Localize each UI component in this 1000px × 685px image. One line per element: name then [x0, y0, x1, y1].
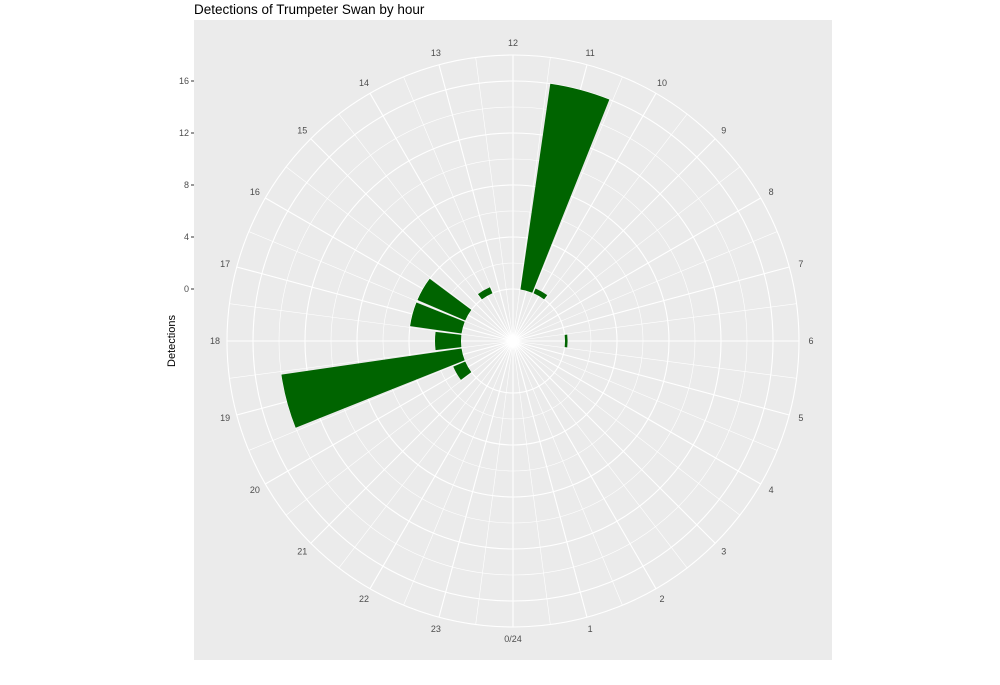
- major-grid-spoke: [512, 340, 657, 589]
- hour-label: 23: [431, 624, 441, 634]
- major-grid-spoke: [265, 197, 514, 342]
- bar-hour-6: [564, 334, 568, 348]
- hour-label-layer: 0/24123456789101112131415161718192021222…: [210, 38, 814, 644]
- hour-label: 20: [250, 485, 260, 495]
- hour-label: 16: [250, 187, 260, 197]
- minor-grid-spoke: [512, 231, 778, 342]
- minor-grid-spoke: [229, 340, 514, 379]
- hour-label: 9: [721, 125, 726, 135]
- minor-grid-spoke: [512, 340, 688, 569]
- y-axis: 0 4 8 12 16: [179, 76, 194, 294]
- minor-grid-spoke: [475, 57, 514, 342]
- major-grid-spoke: [512, 197, 761, 342]
- y-tick-label: 0: [184, 284, 189, 294]
- bar-layer: [281, 83, 610, 428]
- minor-grid-spoke: [512, 166, 741, 342]
- minor-grid-spoke: [403, 76, 514, 342]
- hour-label: 10: [657, 78, 667, 88]
- hour-label: 13: [431, 48, 441, 58]
- major-grid-spoke: [512, 340, 761, 485]
- hour-label: 22: [359, 594, 369, 604]
- hour-label: 8: [769, 187, 774, 197]
- minor-grid-spoke: [338, 340, 514, 569]
- hour-label: 18: [210, 336, 220, 346]
- bar-hour-19: [281, 348, 465, 428]
- major-grid-spoke: [236, 266, 514, 342]
- minor-grid-spoke: [403, 340, 514, 606]
- bar-hour-16: [417, 278, 472, 321]
- minor-grid-spoke: [512, 113, 688, 342]
- minor-grid-spoke: [512, 57, 551, 342]
- major-grid-spoke: [512, 340, 716, 544]
- hour-label: 6: [808, 336, 813, 346]
- major-grid-spoke: [512, 340, 588, 618]
- bar-hour-11: [520, 83, 610, 293]
- y-tick-label: 4: [184, 232, 189, 242]
- minor-grid-spoke: [512, 340, 797, 379]
- major-grid-spoke: [369, 93, 514, 342]
- bar-hour-17: [410, 302, 465, 334]
- hour-label: 19: [220, 413, 230, 423]
- hour-label: 14: [359, 78, 369, 88]
- minor-grid-spoke: [475, 340, 514, 625]
- major-grid-spoke: [438, 340, 514, 618]
- minor-grid-spoke: [512, 340, 551, 625]
- major-grid-spoke: [265, 340, 514, 485]
- minor-grid-spoke: [512, 76, 623, 342]
- minor-grid-spoke: [512, 340, 741, 516]
- major-grid-spoke: [310, 138, 514, 342]
- chart-title: Detections of Trumpeter Swan by hour: [194, 2, 425, 17]
- grid-layer: [226, 54, 800, 628]
- hour-label: 4: [769, 485, 774, 495]
- major-grid-spoke: [512, 93, 657, 342]
- major-grid-spoke: [512, 138, 716, 342]
- major-grid-spoke: [369, 340, 514, 589]
- minor-grid-spoke: [512, 303, 797, 342]
- y-axis-title: Detections: [166, 315, 178, 367]
- minor-grid-spoke: [512, 340, 778, 451]
- minor-grid-spoke: [229, 303, 514, 342]
- major-grid-spoke: [438, 64, 514, 342]
- hour-label: 5: [798, 413, 803, 423]
- major-grid-spoke: [512, 266, 790, 342]
- minor-grid-spoke: [285, 166, 514, 342]
- hour-label: 21: [297, 547, 307, 557]
- bar-hour-18: [435, 331, 462, 351]
- minor-grid-spoke: [512, 340, 623, 606]
- hour-label: 0/24: [504, 634, 522, 644]
- minor-grid-spoke: [248, 340, 514, 451]
- major-grid-spoke: [512, 340, 790, 416]
- hour-label: 15: [297, 125, 307, 135]
- minor-grid-spoke: [285, 340, 514, 516]
- bar-hour-20: [453, 361, 472, 380]
- bar-hour-14: [477, 287, 493, 300]
- hour-label: 2: [659, 594, 664, 604]
- hour-label: 7: [798, 259, 803, 269]
- minor-grid-spoke: [338, 113, 514, 342]
- hour-label: 17: [220, 259, 230, 269]
- minor-grid-spoke: [248, 231, 514, 342]
- y-tick-label: 8: [184, 180, 189, 190]
- hour-label: 3: [721, 547, 726, 557]
- y-tick-label: 16: [179, 76, 189, 86]
- hour-label: 1: [588, 624, 593, 634]
- major-grid-spoke: [310, 340, 514, 544]
- hour-label: 12: [508, 38, 518, 48]
- y-tick-label: 12: [179, 128, 189, 138]
- hour-label: 11: [585, 48, 594, 58]
- bar-hour-10: [533, 288, 548, 300]
